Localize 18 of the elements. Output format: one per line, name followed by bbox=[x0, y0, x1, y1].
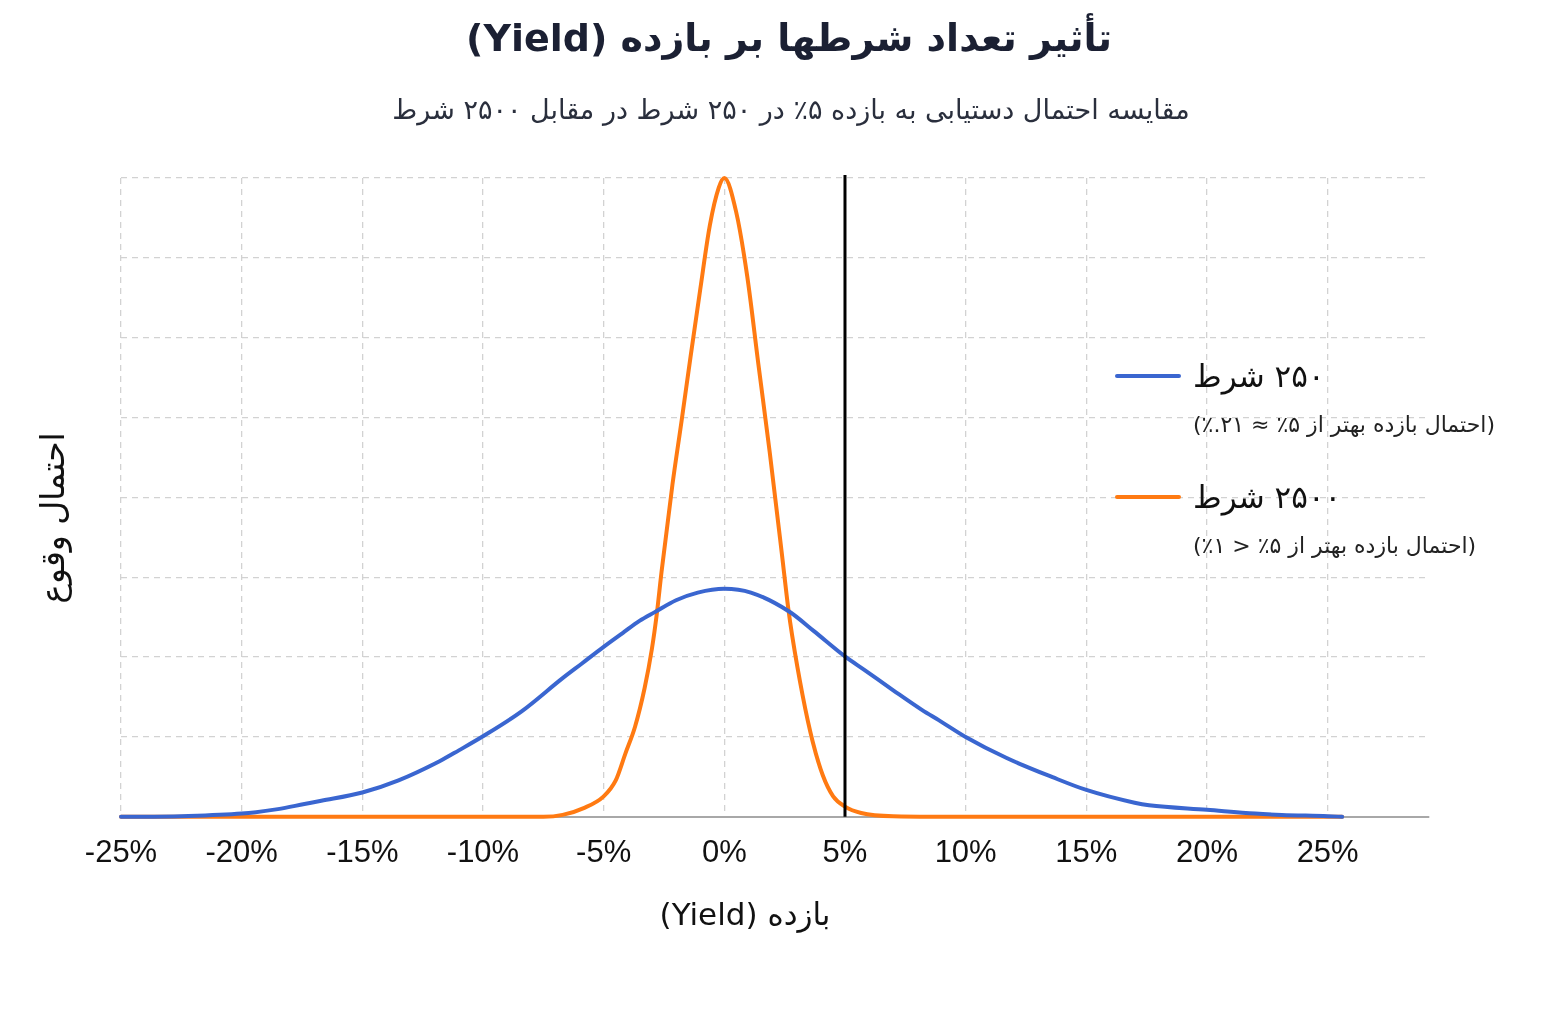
y-axis-title: احتمال وقوع bbox=[32, 432, 72, 604]
legend-label: ۲۵۰۰ شرط bbox=[1193, 479, 1342, 515]
x-tick-label: 25% bbox=[1296, 833, 1359, 869]
x-tick-label: 15% bbox=[1055, 833, 1118, 869]
x-tick-label: -15% bbox=[326, 833, 399, 869]
annotation: (احتمال بازده بهتر از ۵٪ < ۱٪) bbox=[1193, 533, 1477, 558]
x-tick-label: -10% bbox=[446, 833, 520, 869]
x-tick-label: 20% bbox=[1175, 833, 1238, 869]
x-tick-label: 5% bbox=[822, 833, 868, 869]
legend-label: ۲۵۰ شرط bbox=[1193, 358, 1325, 394]
x-tick-label: -25% bbox=[84, 833, 158, 869]
x-tick-label: 0% bbox=[701, 833, 747, 869]
x-tick-label: 10% bbox=[934, 833, 997, 869]
x-tick-label: -20% bbox=[205, 833, 278, 869]
x-tick-label: -5% bbox=[576, 833, 632, 869]
chart-subtitle: مقایسه احتمال دستیابی به بازده ۵٪ در ۲۵۰ شرط در مقابل ۲۵۰۰ شرط bbox=[392, 94, 1190, 125]
x-axis-title: بازده (Yield) bbox=[659, 896, 831, 932]
annotation: (احتمال بازده بهتر از ۵٪ ≈ ۲۱.٪) bbox=[1193, 412, 1495, 437]
